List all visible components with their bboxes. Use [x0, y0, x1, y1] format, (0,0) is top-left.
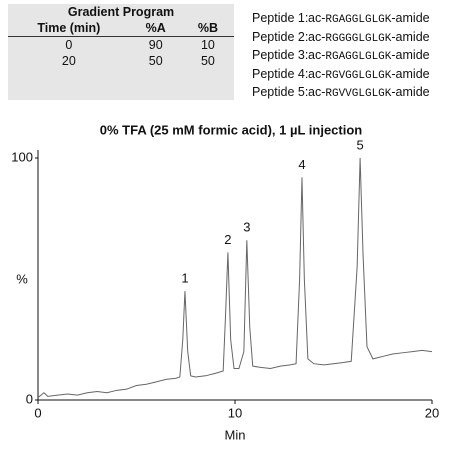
peptide-row: Peptide 5:ac-RGVVGLGLGK-amide: [252, 84, 430, 103]
x-tick-label: 10: [228, 405, 242, 420]
peptide-sequence: RGVVGLGLGK: [325, 88, 392, 100]
peptide-suffix: -amide: [391, 29, 430, 44]
peptide-suffix: -amide: [391, 85, 430, 99]
peptide-row: Peptide 1:ac-RGAGGLGLGK-amide: [252, 10, 430, 29]
trace: [37, 157, 433, 398]
peptide-row: Peptide 4:ac-RGVGGLGLGK-amide: [252, 66, 430, 85]
cell: 10: [200, 38, 215, 52]
peptide-label: Peptide 3:: [252, 48, 309, 62]
peptide-row: Peptide 3:ac-RGAGGLGLGK-amide: [252, 47, 430, 66]
y-axis-label: %: [16, 271, 28, 286]
y-tick-label: 100: [11, 149, 33, 164]
cell: 90: [148, 38, 163, 52]
cell: 0: [65, 38, 73, 52]
peptide-suffix: -amide: [391, 66, 430, 81]
cell: 20: [61, 54, 76, 68]
peak-label: 5: [356, 137, 363, 152]
peptide-suffix: -amide: [391, 48, 430, 62]
peptide-sequence: RGGGGLGLGK: [325, 32, 392, 45]
peptide-prefix: ac-: [308, 29, 326, 44]
peptide-prefix: ac-: [308, 66, 326, 81]
peptide-sequence: RGVGGLGLGK: [325, 69, 392, 82]
peptide-row: Peptide 2:ac-RGGGGLGLGK-amide: [252, 29, 430, 48]
peak-label: 4: [298, 157, 305, 172]
cell: 50: [200, 54, 215, 68]
gradient-table: Gradient Program Time (min) %A %B 0 90 1…: [8, 4, 234, 100]
peptide-prefix: ac-: [308, 85, 326, 99]
column-header: %B: [181, 20, 234, 37]
peptide-list: Peptide 1:ac-RGAGGLGLGK-amide Peptide 2:a…: [252, 10, 430, 103]
x-axis-label: Min: [225, 427, 246, 442]
table: Gradient Program Time (min) %A %B 0 90 1…: [8, 4, 234, 69]
column-header: Time (min): [8, 20, 130, 37]
cell: 50: [148, 54, 163, 68]
x-tick-label: 0: [34, 405, 41, 420]
peptide-prefix: ac-: [308, 11, 326, 25]
peptide-label: Peptide 4:: [252, 66, 309, 81]
y-tick-label: 0: [26, 391, 33, 406]
peptide-label: Peptide 2:: [252, 29, 309, 44]
table-title: Gradient Program: [67, 5, 175, 19]
chart-title: 0% TFA (25 mM formic acid), 1 µL injecti…: [100, 122, 363, 137]
peptide-sequence: RGAGGLGLGK: [325, 51, 392, 63]
peptide-sequence: RGAGGLGLGK: [325, 14, 392, 26]
peptide-label: Peptide 1:: [252, 11, 309, 25]
peptide-prefix: ac-: [308, 48, 326, 62]
peak-label: 1: [181, 271, 188, 286]
column-header: %A: [129, 20, 182, 37]
peak-label: 2: [224, 232, 231, 247]
x-tick-label: 20: [425, 405, 439, 420]
peak-label: 3: [243, 220, 250, 235]
peptide-suffix: -amide: [391, 11, 430, 25]
peptide-label: Peptide 5:: [252, 85, 309, 99]
